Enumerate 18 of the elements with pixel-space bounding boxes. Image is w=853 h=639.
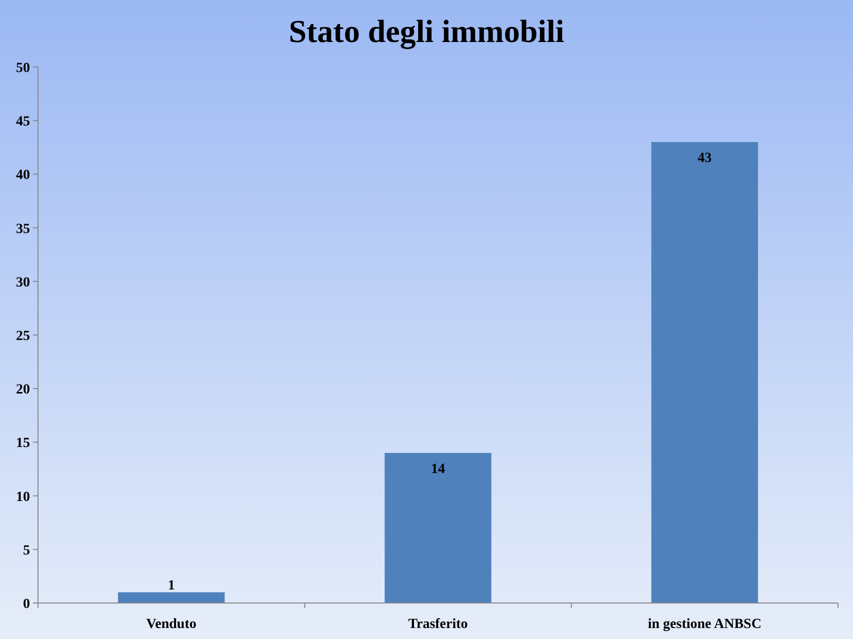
x-tick-label: in gestione ANBSC — [648, 617, 762, 632]
data-label: 14 — [431, 462, 445, 477]
y-tick-label: 45 — [16, 114, 30, 130]
x-tick-label: Trasferito — [408, 617, 468, 632]
chart-title: Stato degli immobili — [288, 13, 564, 50]
y-tick-label: 25 — [16, 329, 30, 344]
y-tick-label: 10 — [16, 490, 30, 505]
data-label: 1 — [168, 578, 175, 594]
y-tick-label: 30 — [16, 275, 30, 290]
y-tick-label: 5 — [23, 543, 30, 558]
y-tick-label: 40 — [16, 168, 30, 184]
y-tick-label: 50 — [16, 61, 30, 76]
y-tick-label: 0 — [23, 597, 30, 612]
data-label: 43 — [698, 151, 712, 166]
x-tick-label: Venduto — [146, 617, 196, 632]
y-tick-label: 15 — [16, 436, 30, 452]
y-tick-label: 35 — [16, 222, 30, 237]
y-tick-label: 20 — [16, 382, 30, 398]
